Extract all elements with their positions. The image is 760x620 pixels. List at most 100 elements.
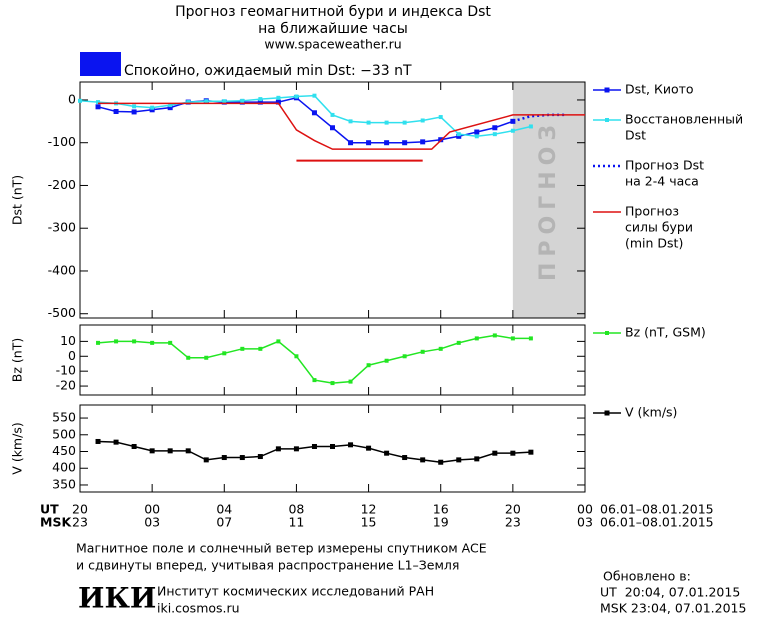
- point: [348, 119, 353, 124]
- point: [168, 340, 173, 345]
- point: [186, 355, 191, 360]
- point: [96, 100, 101, 105]
- point: [114, 339, 119, 344]
- y-tick-label: -100: [48, 134, 76, 149]
- x-tick-label-msk: 23: [505, 515, 521, 530]
- x-tick-label: 04: [216, 502, 232, 517]
- point: [528, 124, 533, 129]
- status: Спокойно, ожидаемый min Dst: −33 nT: [124, 63, 412, 79]
- point: [221, 455, 227, 461]
- x-tick-label: 20: [505, 502, 521, 517]
- point: [275, 446, 281, 452]
- y-tick-label: 0: [68, 348, 76, 363]
- point: [510, 128, 515, 133]
- legend-label: (min Dst): [625, 236, 683, 251]
- x-tick-label-msk: 03: [144, 515, 160, 530]
- msk-label: MSK: [40, 515, 72, 530]
- legend-label: Bz (nT, GSM): [625, 325, 706, 340]
- logo: ИКИ: [78, 582, 156, 615]
- point: [402, 455, 408, 461]
- legend-label: Dst: [625, 128, 646, 143]
- x-tick-label-msk: 11: [288, 515, 304, 530]
- point: [311, 110, 317, 116]
- point: [203, 457, 209, 463]
- legend-label: V (km/s): [625, 405, 677, 420]
- point: [132, 339, 137, 344]
- y-tick-label: 10: [60, 333, 76, 348]
- y-axis-label: Dst (nT): [10, 175, 25, 225]
- y-tick-label: -400: [48, 262, 76, 277]
- point: [528, 449, 534, 455]
- legend-label: Dst, Киото: [625, 82, 694, 97]
- x-tick-label: 00: [144, 502, 160, 517]
- point: [239, 455, 245, 461]
- point: [528, 336, 533, 341]
- url: iki.cosmos.ru: [157, 601, 240, 616]
- point: [275, 99, 281, 105]
- updated-msk: MSK 23:04, 07.01.2015: [600, 601, 746, 616]
- point: [384, 450, 390, 456]
- x-tick-label-msk: 03: [577, 515, 593, 530]
- y-tick-label: -300: [48, 220, 76, 235]
- point: [131, 109, 137, 115]
- point: [366, 140, 372, 146]
- point: [167, 105, 173, 111]
- point: [456, 132, 461, 137]
- y-tick-label: 500: [52, 426, 76, 441]
- point: [330, 125, 335, 131]
- ut-range: 06.01–08.01.2015: [600, 502, 714, 517]
- x-tick-label-msk: 15: [361, 515, 377, 530]
- x-tick-label-msk: 23: [72, 515, 88, 530]
- y-tick-label: 0: [68, 91, 76, 106]
- point: [257, 99, 263, 105]
- point: [222, 99, 227, 104]
- legend-marker: [604, 410, 610, 416]
- x-tick-label-msk: 07: [216, 515, 232, 530]
- point: [113, 439, 119, 445]
- point: [348, 442, 354, 448]
- forecast-region: [512, 82, 585, 318]
- point: [78, 98, 82, 103]
- point: [149, 107, 155, 113]
- legend-label: Прогноз Dst: [625, 158, 704, 173]
- legend-marker: [604, 87, 610, 93]
- point: [474, 456, 480, 462]
- legend-marker: [605, 331, 609, 335]
- point: [402, 140, 408, 146]
- point: [311, 443, 317, 449]
- point: [474, 336, 479, 341]
- x-tick-label: 00: [577, 502, 593, 517]
- point: [366, 445, 372, 451]
- series-line: [79, 94, 532, 138]
- point: [258, 346, 263, 351]
- point: [312, 93, 317, 98]
- point: [510, 450, 516, 456]
- point: [95, 438, 101, 444]
- status-box: [80, 52, 121, 76]
- series-line: [98, 102, 585, 150]
- updated-ut: UT 20:04, 07.01.2015: [600, 585, 740, 600]
- updated: Обновлено в:: [603, 569, 691, 584]
- point: [384, 120, 389, 125]
- ut-label: UT: [40, 502, 59, 517]
- point: [222, 351, 227, 356]
- point: [186, 100, 191, 105]
- point: [402, 120, 407, 125]
- point: [168, 103, 173, 108]
- point: [492, 132, 497, 137]
- series-line: [97, 334, 531, 384]
- point: [312, 378, 317, 383]
- point: [438, 459, 444, 465]
- point: [348, 140, 354, 146]
- point: [167, 448, 173, 454]
- y-tick-label: 400: [52, 460, 76, 475]
- point: [402, 354, 407, 359]
- point: [132, 104, 137, 109]
- point: [150, 105, 155, 110]
- point: [95, 104, 101, 110]
- point: [293, 446, 299, 452]
- legend-label: Восстановленный: [625, 112, 743, 127]
- point: [276, 95, 281, 100]
